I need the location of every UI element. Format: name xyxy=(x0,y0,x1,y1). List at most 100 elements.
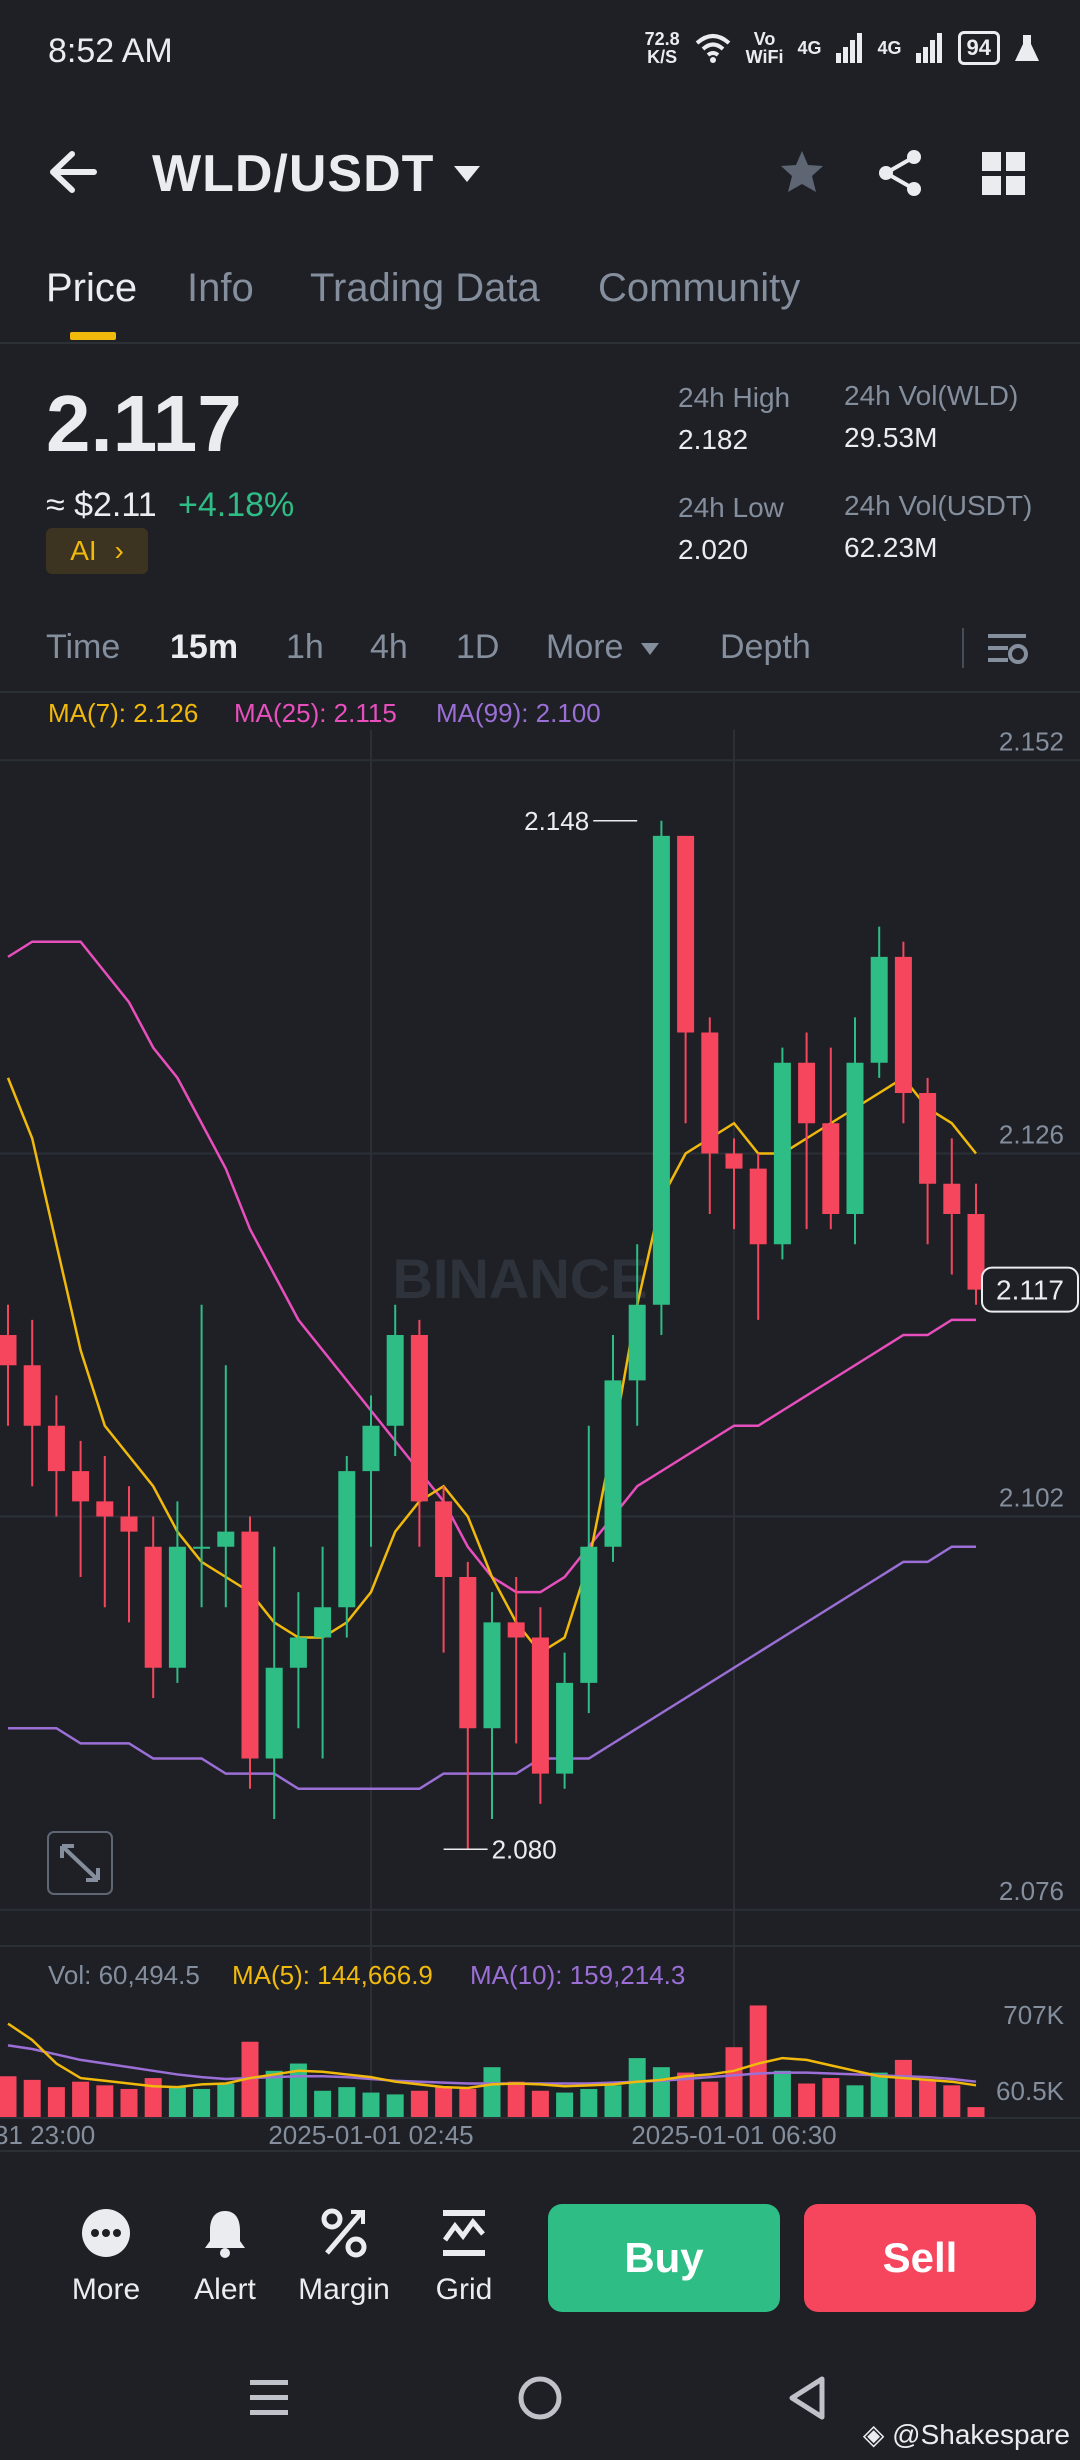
grid-action[interactable]: Grid xyxy=(414,2208,514,2307)
tab-bar: Price Info Trading Data Community xyxy=(0,258,1080,344)
candle-body xyxy=(677,835,695,1033)
candle-body xyxy=(314,1607,332,1638)
fullscreen-icon[interactable] xyxy=(47,1831,113,1895)
candle xyxy=(193,1304,211,1608)
volume-bar xyxy=(531,2090,549,2118)
recent-apps-icon[interactable] xyxy=(248,2376,290,2420)
candle xyxy=(773,1047,791,1260)
candle-body xyxy=(289,1637,307,1668)
volume-label: Vol: 60,494.5 xyxy=(48,1960,200,1990)
interval-1h[interactable]: 1h xyxy=(286,628,324,666)
chart-settings-icon[interactable] xyxy=(988,632,1028,668)
interval-4h[interactable]: 4h xyxy=(370,628,408,666)
volume-ma5-label: MA(5): 144,666.9 xyxy=(232,1960,433,1990)
last-price: 2.117 xyxy=(46,379,242,468)
more-dots-icon xyxy=(82,2209,130,2257)
interval-depth[interactable]: Depth xyxy=(720,628,811,666)
candle xyxy=(531,1607,549,1804)
candle xyxy=(435,1486,453,1653)
volume-bar xyxy=(241,2041,259,2118)
volume-bar xyxy=(725,2047,743,2118)
star-icon[interactable] xyxy=(778,148,826,196)
low-label: 24h Low xyxy=(678,492,784,523)
tab-active-indicator xyxy=(70,332,116,340)
candle xyxy=(338,1456,356,1638)
low-value: 2.020 xyxy=(678,534,749,565)
tab-community[interactable]: Community xyxy=(598,266,801,310)
credit-watermark: ◈ @Shakespare xyxy=(863,2418,1070,2451)
volume-bar xyxy=(919,2079,937,2118)
candle xyxy=(822,1047,840,1230)
tab-price[interactable]: Price xyxy=(46,266,138,310)
volume-bar xyxy=(410,2090,428,2118)
ma99-label: MA(99): 2.100 xyxy=(436,698,601,728)
candle xyxy=(72,1440,90,1577)
grid-layer xyxy=(0,730,1080,2118)
tab-trading-data[interactable]: Trading Data xyxy=(310,266,540,310)
candle-body xyxy=(193,1546,211,1549)
sell-button[interactable]: Sell xyxy=(804,2204,1036,2312)
caret-down-icon[interactable] xyxy=(452,164,482,184)
volume-bar xyxy=(483,2067,501,2118)
volume-bar xyxy=(168,2087,186,2118)
price-approx-usd: ≈ $2.11 xyxy=(46,486,157,524)
share-icon[interactable] xyxy=(876,148,926,198)
volume-bar xyxy=(894,2059,912,2118)
interval-more[interactable]: More xyxy=(546,628,624,666)
signal-icon-1 xyxy=(835,33,862,63)
interval-1d[interactable]: 1D xyxy=(456,628,500,666)
high-label: 24h High xyxy=(678,382,791,413)
candle xyxy=(943,1138,961,1275)
ma25-label: MA(25): 2.115 xyxy=(234,698,397,728)
volume-bar xyxy=(870,2072,888,2118)
network-type-2: 4G xyxy=(877,37,902,58)
volume-bar xyxy=(652,2067,670,2118)
volume-bar xyxy=(943,2085,961,2118)
candle-body xyxy=(217,1531,235,1547)
more-caret-icon[interactable] xyxy=(640,642,660,656)
candle xyxy=(556,1652,574,1789)
candle xyxy=(894,941,912,1124)
net-speed: 72.8 K/S xyxy=(645,30,680,66)
y-tick-label: 2.076 xyxy=(999,1876,1064,1906)
interval-15m[interactable]: 15m xyxy=(170,628,239,666)
volume-bar xyxy=(338,2087,356,2118)
candles xyxy=(0,820,985,1850)
volume-bar xyxy=(435,2087,453,2118)
tab-info[interactable]: Info xyxy=(187,266,254,310)
candle xyxy=(314,1546,332,1759)
candle-body xyxy=(773,1062,791,1245)
candle-body xyxy=(0,1335,17,1366)
battery-indicator: 94 xyxy=(957,31,1000,65)
volume-bar xyxy=(604,2085,622,2118)
back-nav-icon[interactable] xyxy=(786,2374,828,2422)
candle xyxy=(628,1244,646,1426)
candle-body xyxy=(362,1425,380,1472)
volume-bar xyxy=(798,2083,816,2118)
interval-divider xyxy=(962,628,964,668)
candle xyxy=(725,1138,743,1230)
vol-usdt-value: 62.23M xyxy=(844,532,938,563)
ai-button[interactable]: AI › xyxy=(46,528,148,574)
candle-body xyxy=(241,1531,259,1759)
chevron-right-icon: › xyxy=(114,535,124,566)
y-tick-label: 2.126 xyxy=(999,1120,1064,1150)
grid-icon[interactable] xyxy=(982,152,1026,196)
volume-bar xyxy=(144,2078,162,2118)
home-icon[interactable] xyxy=(516,2374,564,2422)
candle xyxy=(96,1456,114,1608)
pair-title[interactable]: WLD/USDT xyxy=(152,145,435,203)
alert-action[interactable]: Alert xyxy=(175,2208,275,2307)
buy-button[interactable]: Buy xyxy=(548,2204,780,2312)
ma7-line xyxy=(6,1076,977,1655)
volume-tick-low: 60.5K xyxy=(996,2076,1065,2106)
candle xyxy=(967,1183,985,1305)
interval-time[interactable]: Time xyxy=(46,628,121,666)
back-arrow-icon[interactable] xyxy=(48,150,98,194)
volume-bar xyxy=(677,2072,695,2118)
candle xyxy=(507,1577,525,1744)
min-price-label: 2.080 xyxy=(492,1834,557,1864)
more-action[interactable]: More xyxy=(56,2208,156,2307)
margin-action[interactable]: Margin xyxy=(294,2208,394,2307)
